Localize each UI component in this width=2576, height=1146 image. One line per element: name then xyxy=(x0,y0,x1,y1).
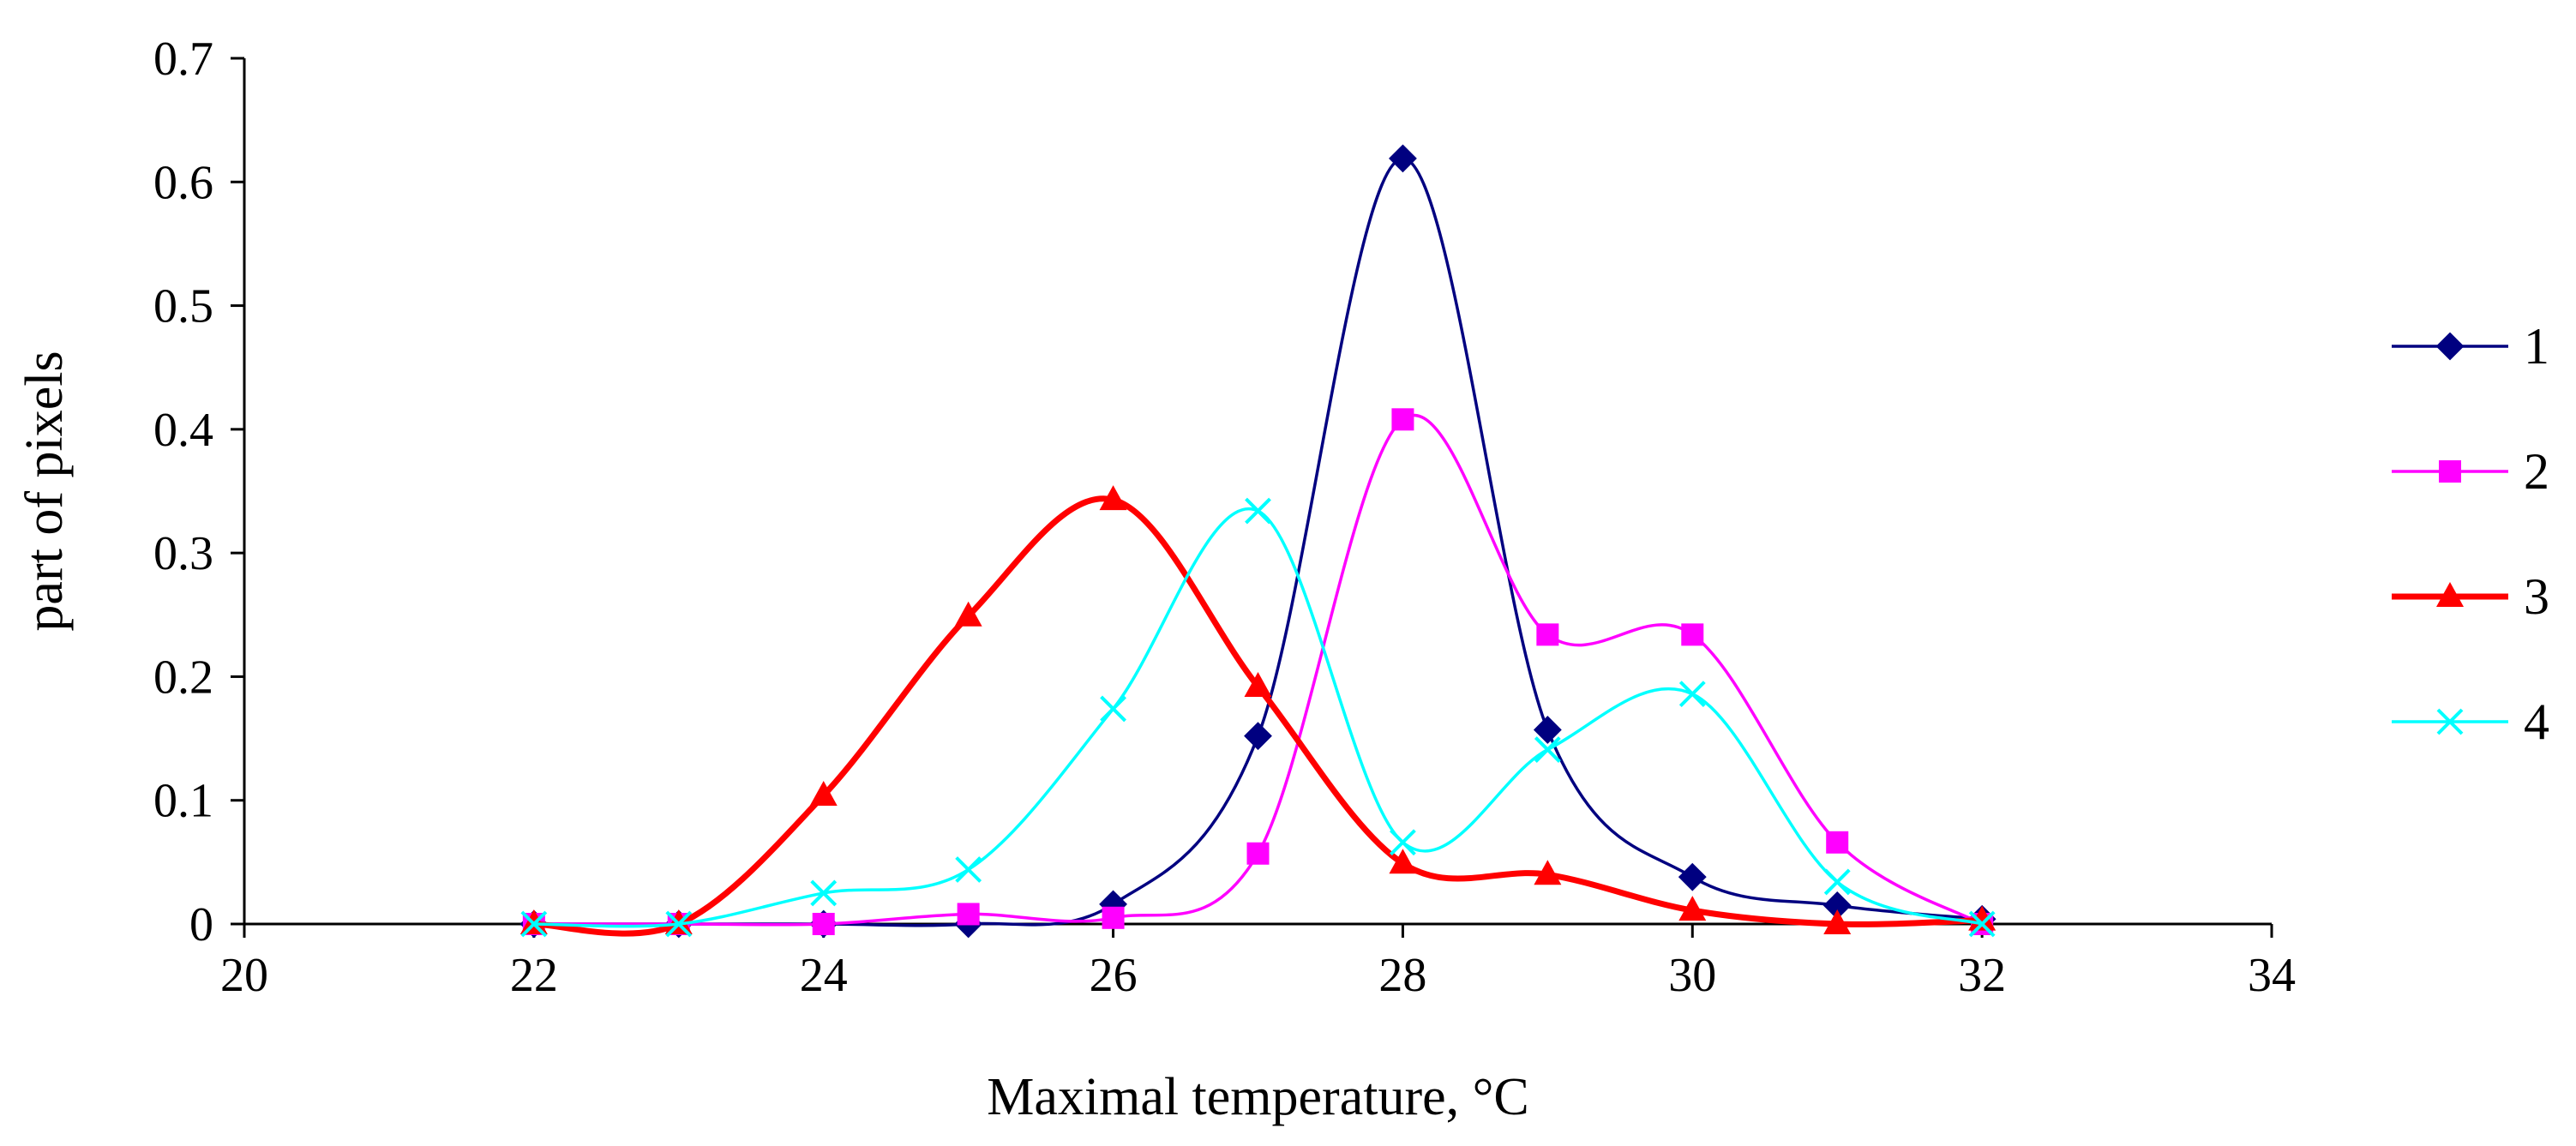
series-4-point xyxy=(1678,681,1706,708)
y-axis-ticks: 0 0.1 0.2 0.3 0.4 0.5 0.6 0.7 xyxy=(153,33,244,951)
series-3-point xyxy=(1823,909,1852,934)
y-tick-label: 0 xyxy=(189,898,213,951)
series-2-point xyxy=(1391,408,1414,431)
x-tick-label: 30 xyxy=(1668,949,1716,1002)
series-4-point xyxy=(1968,910,1996,938)
series-3-point xyxy=(809,780,838,806)
legend: 1 2 3 4 xyxy=(2392,318,2549,750)
series-4-point xyxy=(665,910,693,938)
y-tick-label: 0.5 xyxy=(153,280,213,333)
series-4-line xyxy=(533,507,1983,928)
legend-label: 4 xyxy=(2524,693,2549,750)
series-3 xyxy=(519,485,1997,937)
series-2-point xyxy=(1826,831,1849,854)
x-axis-title: Maximal temperature, °C xyxy=(987,1068,1529,1126)
y-axis-title: part of pixels xyxy=(15,351,74,631)
series-4-point xyxy=(955,856,982,883)
legend-label: 2 xyxy=(2524,443,2549,500)
legend-label: 3 xyxy=(2524,568,2549,625)
series-1-point xyxy=(1533,716,1562,744)
axes xyxy=(243,58,2272,926)
y-tick-label: 0.6 xyxy=(153,156,213,209)
series-2 xyxy=(522,408,1994,935)
legend-marker xyxy=(2436,582,2464,607)
x-tick-label: 20 xyxy=(220,949,268,1002)
series-1-point xyxy=(1389,144,1417,173)
series-2-point xyxy=(957,903,980,926)
series-1 xyxy=(519,144,1997,939)
series-1-point xyxy=(1244,722,1272,751)
x-tick-label: 26 xyxy=(1090,949,1138,1002)
legend-item: 2 xyxy=(2392,443,2549,500)
legend-marker xyxy=(2435,332,2465,361)
series-3-point xyxy=(1099,485,1127,511)
series-3-line xyxy=(533,495,1983,937)
series-3-point xyxy=(1244,671,1272,697)
y-tick-label: 0.2 xyxy=(153,651,213,704)
series-4-point xyxy=(520,910,548,938)
x-tick-label: 22 xyxy=(510,949,558,1002)
series-4-point xyxy=(1245,497,1271,525)
series-3-point xyxy=(1534,860,1562,885)
legend-marker xyxy=(2439,460,2461,483)
series-4-point xyxy=(1390,829,1416,856)
series-4-point xyxy=(810,879,838,907)
y-tick-label: 0.4 xyxy=(153,404,213,457)
series-2-point xyxy=(1102,906,1125,929)
x-axis-ticks: 20 22 24 26 28 30 32 34 xyxy=(220,924,2296,1002)
series-3-point xyxy=(1968,905,1997,931)
series-4-point xyxy=(1534,736,1561,763)
y-tick-label: 0.1 xyxy=(153,775,213,828)
series-4 xyxy=(520,497,1996,938)
x-tick-label: 34 xyxy=(2248,949,2296,1002)
series-1-line xyxy=(533,157,1983,927)
x-tick-label: 24 xyxy=(800,949,848,1002)
series-3-point xyxy=(954,601,982,627)
series-3-point xyxy=(1389,849,1417,874)
series-2-point xyxy=(1536,623,1559,646)
legend-item: 1 xyxy=(2392,318,2549,375)
series-1-point xyxy=(1678,862,1707,891)
legend-item: 3 xyxy=(2392,568,2549,625)
legend-label: 1 xyxy=(2524,318,2549,375)
x-tick-label: 32 xyxy=(1958,949,2006,1002)
series-4-point xyxy=(1100,695,1126,723)
series-group xyxy=(519,144,1997,939)
y-tick-label: 0.3 xyxy=(153,527,213,580)
series-2-point xyxy=(1681,623,1704,646)
series-2-point xyxy=(1246,842,1270,865)
series-3-point xyxy=(1678,896,1707,921)
y-tick-label: 0.7 xyxy=(153,33,213,86)
series-4-point xyxy=(1823,868,1851,896)
x-tick-label: 28 xyxy=(1378,949,1426,1002)
legend-item: 4 xyxy=(2392,693,2549,750)
series-2-point xyxy=(812,913,835,935)
legend-marker xyxy=(2436,708,2464,735)
